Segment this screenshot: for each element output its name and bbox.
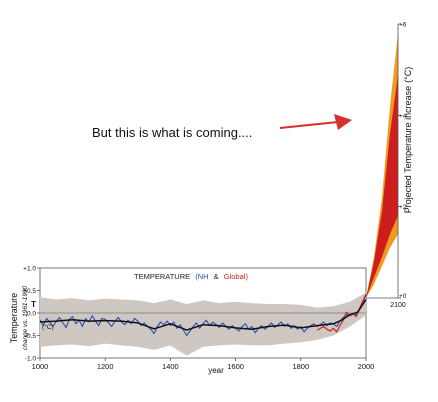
series-nh-line: [39, 294, 367, 337]
main-x-tick-label: 2000: [358, 362, 375, 371]
projection-inner-band: [366, 74, 398, 298]
annotation-text: But this is what is coming....: [92, 125, 252, 140]
main-xlabel: year: [208, 366, 224, 375]
projection-x-tick-label: 2100: [390, 302, 406, 309]
main-ylabel: Temperature: [9, 293, 19, 344]
main-x-tick-label: 1600: [227, 362, 244, 371]
main-y-tick-label: -1.0: [25, 356, 37, 363]
projection-y-tick-label: +2: [399, 204, 407, 211]
main-x-tick-label: 1200: [97, 362, 114, 371]
main-y-tick-label: 0.0: [27, 311, 36, 318]
projection-y-tick-label: +4: [399, 113, 407, 120]
projection-y-tick-label: +0: [399, 293, 407, 300]
title-amp: &: [214, 272, 219, 281]
main-y-unit: (°C): [42, 323, 54, 331]
projection-y-tick-label: +6: [399, 22, 407, 29]
annotation-arrow: [279, 114, 352, 130]
main-y-tick-label: +0.5: [23, 288, 36, 295]
title-nh: (NH: [195, 272, 208, 281]
series-smoothed-line: [39, 299, 367, 331]
projection-ylabel: Projected Temperature increase(°C): [403, 67, 413, 214]
main-y-tick-label: -0.5: [25, 333, 37, 340]
main-x-tick-label: 1800: [292, 362, 309, 371]
main-ylabel-sub: change vs. 1961-1990: [22, 285, 29, 350]
main-y-tick-label: +1.0: [23, 266, 36, 273]
main-y-symbol: T: [31, 300, 36, 309]
main-plot: [39, 292, 367, 356]
main-axes: 1000 1200 1400 1600 1800 2000 +1.0 +0.5 0.0 -0.5 -…: [23, 266, 374, 372]
main-x-tick-label: 1400: [162, 362, 179, 371]
main-x-tick-label: 1000: [32, 362, 49, 371]
main-title: TEMPERATURE (NH & Global): [134, 272, 248, 281]
title-main: TEMPERATURE: [134, 272, 190, 281]
projection-plot: [366, 33, 398, 298]
title-global: Global): [224, 272, 249, 281]
projection-axes: +0 +2 +4 +6 2100: [366, 22, 407, 309]
